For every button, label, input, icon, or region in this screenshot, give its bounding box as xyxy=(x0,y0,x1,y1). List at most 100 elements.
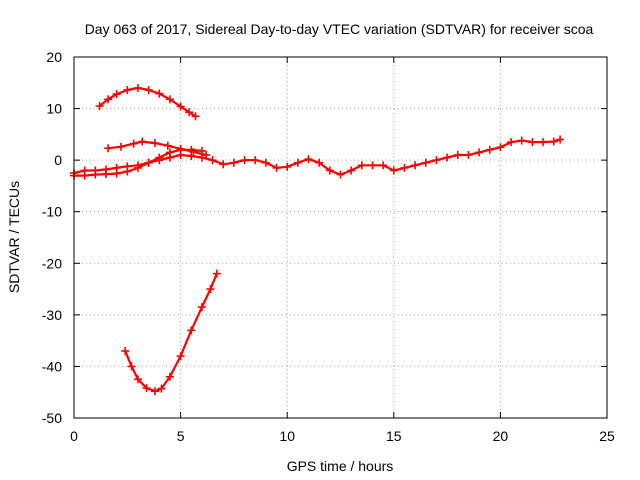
y-tick-label: 10 xyxy=(46,101,62,117)
data-point xyxy=(485,145,494,154)
data-point xyxy=(229,158,238,167)
data-point xyxy=(206,285,215,294)
series-daily-trend xyxy=(70,135,565,179)
series-upper-arc xyxy=(95,83,200,121)
data-point xyxy=(304,155,313,164)
data-point xyxy=(165,372,174,381)
x-tick-label: 15 xyxy=(386,428,402,444)
y-tick-label: -40 xyxy=(42,358,62,374)
data-point xyxy=(176,102,185,111)
data-point xyxy=(389,166,398,175)
data-point xyxy=(443,153,452,162)
data-point xyxy=(144,158,153,167)
data-point xyxy=(293,158,302,167)
series-line xyxy=(124,272,218,393)
data-point xyxy=(155,89,164,98)
data-point xyxy=(400,163,409,172)
data-point xyxy=(315,158,324,167)
data-point xyxy=(127,362,136,371)
x-tick-label: 5 xyxy=(177,428,185,444)
data-point xyxy=(240,156,249,165)
data-point xyxy=(187,326,196,335)
data-point xyxy=(142,384,151,393)
y-tick-label: -30 xyxy=(42,307,62,323)
data-point xyxy=(133,83,142,92)
chart-title: Day 063 of 2017, Sidereal Day-to-day VTE… xyxy=(85,21,594,37)
y-tick-label: -10 xyxy=(42,204,62,220)
data-point xyxy=(336,170,345,179)
data-point xyxy=(379,161,388,170)
data-point xyxy=(138,137,147,146)
data-point xyxy=(368,161,377,170)
data-point xyxy=(421,158,430,167)
y-tick-label: 0 xyxy=(54,152,62,168)
y-axis-title: SDTVAR / TECUs xyxy=(6,181,22,293)
data-point xyxy=(197,146,206,155)
data-point xyxy=(101,165,110,174)
data-point xyxy=(123,162,132,171)
plot-frame xyxy=(73,56,608,419)
data-point xyxy=(104,95,113,104)
series-lower-arc xyxy=(121,269,221,396)
data-point xyxy=(212,269,221,278)
data-point xyxy=(187,152,196,161)
data-point xyxy=(325,166,334,175)
data-point xyxy=(453,150,462,159)
data-point xyxy=(123,86,132,95)
data-point xyxy=(549,137,558,146)
data-point xyxy=(208,156,217,165)
x-tick-label: 20 xyxy=(493,428,509,444)
y-tick-label: -20 xyxy=(42,255,62,271)
data-point xyxy=(556,135,565,144)
data-point xyxy=(197,153,206,162)
data-point xyxy=(116,142,125,151)
data-point xyxy=(496,143,505,152)
x-axis-title: GPS time / hours xyxy=(287,458,394,474)
data-point xyxy=(133,161,142,170)
data-point xyxy=(357,161,366,170)
data-point xyxy=(121,346,130,355)
data-point xyxy=(95,101,104,110)
data-point xyxy=(464,150,473,159)
data-point xyxy=(517,136,526,145)
grid xyxy=(74,57,607,418)
data-point xyxy=(163,141,172,150)
axis-ticks: 0 5 10 15 20 25 -50 -40 -30 -20 -10 0 10 20 xyxy=(42,49,615,444)
y-tick-label: -50 xyxy=(42,410,62,426)
x-tick-label: 0 xyxy=(70,428,78,444)
data-point xyxy=(197,303,206,312)
data-point xyxy=(129,139,138,148)
data-point xyxy=(219,160,228,169)
data-point xyxy=(151,387,160,396)
data-point xyxy=(528,138,537,147)
data-point xyxy=(155,156,164,165)
x-tick-label: 10 xyxy=(279,428,295,444)
data-point xyxy=(165,153,174,162)
data-point xyxy=(144,86,153,95)
data-point xyxy=(112,163,121,172)
data-point xyxy=(80,166,89,175)
data-point xyxy=(133,375,142,384)
data-point xyxy=(165,95,174,104)
data-point xyxy=(185,108,194,117)
data-point xyxy=(191,112,200,121)
data-point xyxy=(272,163,281,172)
data-point xyxy=(251,156,260,165)
y-tick-label: 20 xyxy=(46,49,62,65)
data-point xyxy=(261,158,270,167)
data-point xyxy=(176,150,185,159)
data-point xyxy=(507,138,516,147)
series-layer xyxy=(70,83,565,396)
data-point xyxy=(411,161,420,170)
x-tick-label: 25 xyxy=(599,428,615,444)
data-point xyxy=(475,148,484,157)
data-point xyxy=(157,384,166,393)
data-point xyxy=(539,138,548,147)
data-point xyxy=(432,156,441,165)
data-point xyxy=(347,166,356,175)
data-point xyxy=(283,162,292,171)
data-point xyxy=(112,90,121,99)
data-point xyxy=(91,166,100,175)
